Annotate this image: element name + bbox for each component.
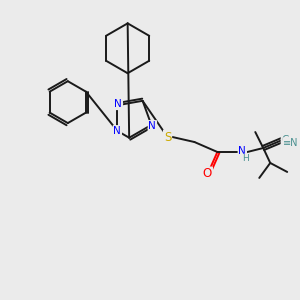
Text: N: N [238, 146, 246, 156]
Text: ≡N: ≡N [284, 138, 299, 148]
Text: O: O [203, 167, 212, 180]
Text: C: C [281, 135, 289, 145]
Text: H: H [242, 154, 249, 164]
Text: S: S [164, 130, 171, 143]
Text: N: N [115, 99, 122, 109]
Text: N: N [148, 121, 156, 131]
Text: N: N [113, 126, 121, 136]
